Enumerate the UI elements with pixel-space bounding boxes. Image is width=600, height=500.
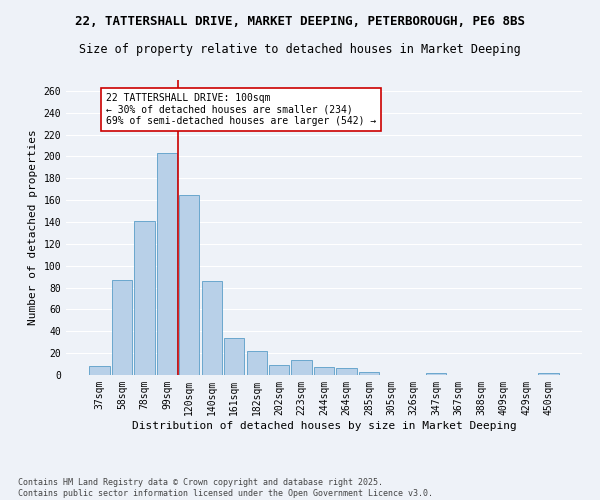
Bar (359, 372, 379, 375)
Bar (134, 221, 155, 375)
Bar (292, 360, 311, 375)
Y-axis label: Number of detached properties: Number of detached properties (28, 130, 38, 326)
Text: Contains HM Land Registry data © Crown copyright and database right 2025.
Contai: Contains HM Land Registry data © Crown c… (18, 478, 433, 498)
X-axis label: Distribution of detached houses by size in Market Deeping: Distribution of detached houses by size … (131, 420, 517, 430)
Text: Size of property relative to detached houses in Market Deeping: Size of property relative to detached ho… (79, 42, 521, 56)
Bar (269, 365, 289, 375)
Bar (89, 366, 110, 375)
Bar (314, 368, 334, 375)
Bar (224, 338, 244, 375)
Bar (202, 281, 222, 375)
Bar (112, 280, 132, 375)
Bar (538, 373, 559, 375)
Bar (179, 194, 199, 375)
Bar (157, 153, 177, 375)
Bar (426, 373, 446, 375)
Text: 22, TATTERSHALL DRIVE, MARKET DEEPING, PETERBOROUGH, PE6 8BS: 22, TATTERSHALL DRIVE, MARKET DEEPING, P… (75, 15, 525, 28)
Bar (247, 351, 267, 375)
Bar (337, 368, 356, 375)
Text: 22 TATTERSHALL DRIVE: 100sqm
← 30% of detached houses are smaller (234)
69% of s: 22 TATTERSHALL DRIVE: 100sqm ← 30% of de… (106, 93, 377, 126)
